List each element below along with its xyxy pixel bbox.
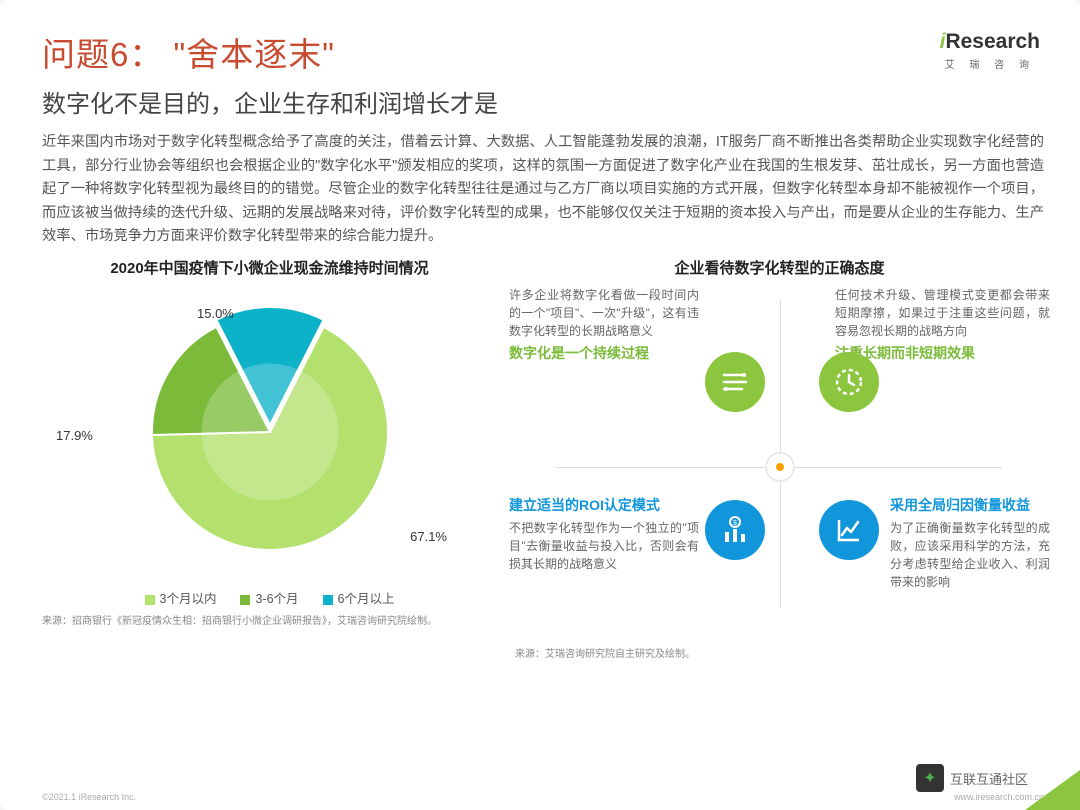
q2-text: 任何技术升级、管理模式变更都会带来短期摩擦，如果过于注重这些问题，就容易忽视长期… bbox=[835, 286, 1050, 340]
svg-text:$: $ bbox=[733, 520, 737, 527]
pie-label-c: 15.0% bbox=[197, 306, 234, 321]
q1-text: 许多企业将数字化看做一段时间内的一个"项目"、一次"升级"，这有违数字化转型的长… bbox=[509, 286, 699, 340]
q3-text: 不把数字化转型作为一个独立的"项目"去衡量收益与投入比，否则会有损其长期的战略意… bbox=[509, 519, 699, 573]
logo-rest: Research bbox=[945, 30, 1040, 53]
legend-item: 3-6个月 bbox=[240, 588, 298, 607]
center-dot-icon bbox=[767, 454, 793, 480]
left-column: 2020年中国疫情下小微企业现金流维持时间情况 67.1% 17.9% 15.0… bbox=[42, 257, 497, 662]
pie-legend: 3个月以内 3-6个月 6个月以上 bbox=[42, 588, 497, 607]
quad-cell-4: 采用全局归因衡量收益 为了正确衡量数字化转型的成败，应该采用科学的方法，充分考虑… bbox=[890, 496, 1050, 591]
q1-head: 数字化是一个持续过程 bbox=[509, 344, 699, 363]
corner-accent bbox=[1025, 770, 1080, 810]
logo: iResearch 艾 瑞 咨 询 bbox=[940, 30, 1040, 71]
pie-title: 2020年中国疫情下小微企业现金流维持时间情况 bbox=[42, 257, 497, 278]
footer: ©2021.1 iResearch Inc. www.iresearch.com… bbox=[42, 792, 1044, 802]
clock-icon bbox=[819, 352, 879, 412]
page-subtitle: 数字化不是目的，企业生存和利润增长才是 bbox=[42, 84, 1044, 119]
body-paragraph: 近年来国内市场对于数字化转型概念给予了高度的关注，借着云计算、大数据、人工智能蓬… bbox=[42, 131, 1044, 249]
roi-icon: $ bbox=[705, 500, 765, 560]
q4-head: 采用全局归因衡量收益 bbox=[890, 496, 1050, 515]
quadrant-diagram: 许多企业将数字化看做一段时间内的一个"项目"、一次"升级"，这有违数字化转型的长… bbox=[515, 282, 1044, 652]
process-icon bbox=[705, 352, 765, 412]
copyright: ©2021.1 iResearch Inc. bbox=[42, 792, 136, 802]
left-source: 来源：招商银行《新冠疫情众生相：招商银行小微企业调研报告》，艾瑞咨询研究院绘制。 bbox=[42, 615, 497, 629]
quad-title: 企业看待数字化转型的正确态度 bbox=[515, 257, 1044, 278]
page-title: 问题6： "舍本逐末" bbox=[42, 28, 1044, 76]
watermark: ✦ 互联互通社区 bbox=[916, 764, 1028, 792]
pie-chart: 67.1% 17.9% 15.0% bbox=[42, 282, 497, 582]
watermark-text: 互联互通社区 bbox=[950, 769, 1028, 788]
legend-item: 6个月以上 bbox=[323, 588, 395, 607]
legend-item: 3个月以内 bbox=[145, 588, 217, 607]
pie-label-b: 17.9% bbox=[56, 428, 93, 443]
wechat-icon: ✦ bbox=[916, 764, 944, 792]
quad-cell-3: 建立适当的ROI认定模式 不把数字化转型作为一个独立的"项目"去衡量收益与投入比… bbox=[509, 496, 699, 573]
quad-cell-1: 许多企业将数字化看做一段时间内的一个"项目"、一次"升级"，这有违数字化转型的长… bbox=[509, 286, 699, 363]
logo-sub: 艾 瑞 咨 询 bbox=[940, 56, 1040, 71]
chart-icon bbox=[819, 500, 879, 560]
q3-head: 建立适当的ROI认定模式 bbox=[509, 496, 699, 515]
quad-cell-2: 任何技术升级、管理模式变更都会带来短期摩擦，如果过于注重这些问题，就容易忽视长期… bbox=[835, 286, 1050, 363]
pie-label-a: 67.1% bbox=[410, 529, 447, 544]
right-column: 企业看待数字化转型的正确态度 许多企业将数字化看做一段时间内的一个"项目"、一次… bbox=[515, 257, 1044, 662]
q4-text: 为了正确衡量数字化转型的成败，应该采用科学的方法，充分考虑转型给企业收入、利润带… bbox=[890, 519, 1050, 591]
